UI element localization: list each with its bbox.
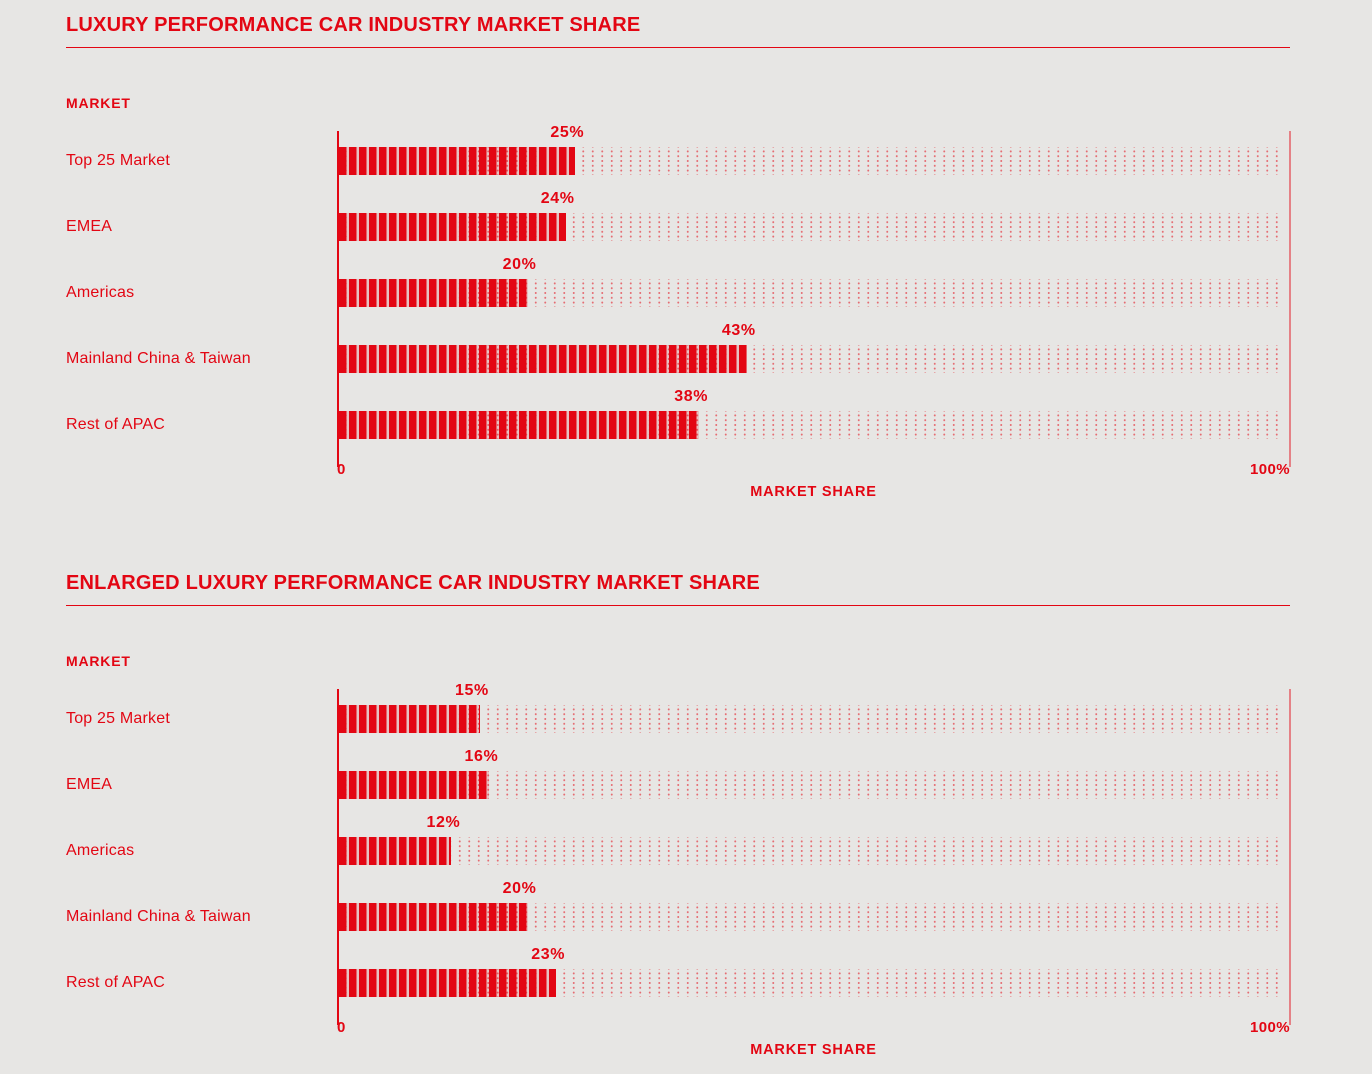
bar-fill [338, 411, 700, 439]
bar-row: EMEA 16% [66, 747, 1290, 813]
bar-category-label: Americas [66, 842, 135, 859]
bar-rows: Top 25 Market 25% EMEA 24% Americas 20% Mainla… [66, 123, 1290, 453]
bar-value-label: 25% [550, 124, 585, 141]
bar-row: Rest of APAC 23% [66, 945, 1290, 1011]
bar-category-label: Mainland China & Taiwan [66, 350, 251, 367]
bar-track: 20% [337, 879, 1290, 945]
gridline-100-percent [1289, 689, 1291, 1025]
column-header-market: MARKET [66, 95, 131, 111]
bar-category-label: EMEA [66, 218, 113, 235]
bar-row: Americas 12% [66, 813, 1290, 879]
title-rule [66, 605, 1290, 606]
bar-row: Top 25 Market 15% [66, 681, 1290, 747]
bar-category-label: Rest of APAC [66, 974, 166, 991]
bar-track: 25% [337, 123, 1290, 189]
bar-track: 15% [337, 681, 1290, 747]
bar-fill [338, 213, 566, 241]
bar-track: 20% [337, 255, 1290, 321]
x-axis-max-label: 100% [1250, 461, 1290, 478]
bar-category-label: Rest of APAC [66, 416, 166, 433]
bar-value-label: 16% [464, 748, 499, 765]
bar-value-label: 24% [540, 190, 575, 207]
bar-category-label: Mainland China & Taiwan [66, 908, 251, 925]
x-axis-title: MARKET SHARE [750, 1042, 877, 1058]
bar-row: Top 25 Market 25% [66, 123, 1290, 189]
bar-track: 38% [337, 387, 1290, 453]
bar-track: 24% [337, 189, 1290, 255]
bar-rows: Top 25 Market 15% EMEA 16% Americas 12% Mainla… [66, 681, 1290, 1011]
bar-fill [338, 279, 528, 307]
bar-value-label: 20% [502, 256, 537, 273]
bar-value-label: 12% [426, 814, 461, 831]
x-axis-min-label: 0 [337, 1019, 346, 1036]
bar-fill [338, 345, 747, 373]
bar-category-label: Americas [66, 284, 135, 301]
bar-fill [338, 969, 557, 997]
x-axis-max-label: 100% [1250, 1019, 1290, 1036]
bar-row: EMEA 24% [66, 189, 1290, 255]
x-axis-title: MARKET SHARE [750, 484, 877, 500]
x-axis-min-label: 0 [337, 461, 346, 478]
bar-value-label: 23% [531, 946, 566, 963]
bar-fill [338, 705, 480, 733]
y-axis-line [337, 131, 339, 467]
bar-row: Mainland China & Taiwan 20% [66, 879, 1290, 945]
bar-background-dots [338, 705, 1284, 733]
bar-fill [338, 903, 528, 931]
bar-category-label: EMEA [66, 776, 113, 793]
bar-row: Americas 20% [66, 255, 1290, 321]
bar-value-label: 20% [502, 880, 537, 897]
column-header-market: MARKET [66, 653, 131, 669]
chart-enlarged-market-share: ENLARGED LUXURY PERFORMANCE CAR INDUSTRY… [66, 572, 1291, 1058]
chart-title: LUXURY PERFORMANCE CAR INDUSTRY MARKET S… [66, 14, 641, 36]
bar-track: 23% [337, 945, 1290, 1011]
bar-row: Rest of APAC 38% [66, 387, 1290, 453]
bar-value-label: 43% [721, 322, 756, 339]
bar-row: Mainland China & Taiwan 43% [66, 321, 1290, 387]
plot-area: Top 25 Market 15% EMEA 16% Americas 12% Mainla… [66, 681, 1291, 1025]
x-axis-tick-labels: 0 100% [337, 461, 1290, 478]
chart-title: ENLARGED LUXURY PERFORMANCE CAR INDUSTRY… [66, 572, 760, 594]
title-rule [66, 47, 1290, 48]
bar-track: 43% [337, 321, 1290, 387]
y-axis-line [337, 689, 339, 1025]
bar-fill [338, 837, 452, 865]
bar-track: 12% [337, 813, 1290, 879]
bar-value-label: 15% [455, 682, 489, 699]
bar-track: 16% [337, 747, 1290, 813]
bar-category-label: Top 25 Market [66, 152, 170, 169]
bar-background-dots [338, 771, 1284, 799]
gridline-100-percent [1289, 131, 1291, 467]
chart-market-share: LUXURY PERFORMANCE CAR INDUSTRY MARKET S… [66, 14, 1291, 500]
x-axis-tick-labels: 0 100% [337, 1019, 1290, 1036]
bar-background-dots [338, 837, 1284, 865]
bar-fill [338, 147, 576, 175]
plot-area: Top 25 Market 25% EMEA 24% Americas 20% Mainla… [66, 123, 1291, 467]
bar-fill [338, 771, 490, 799]
bar-category-label: Top 25 Market [66, 710, 170, 727]
bar-value-label: 38% [674, 388, 709, 405]
